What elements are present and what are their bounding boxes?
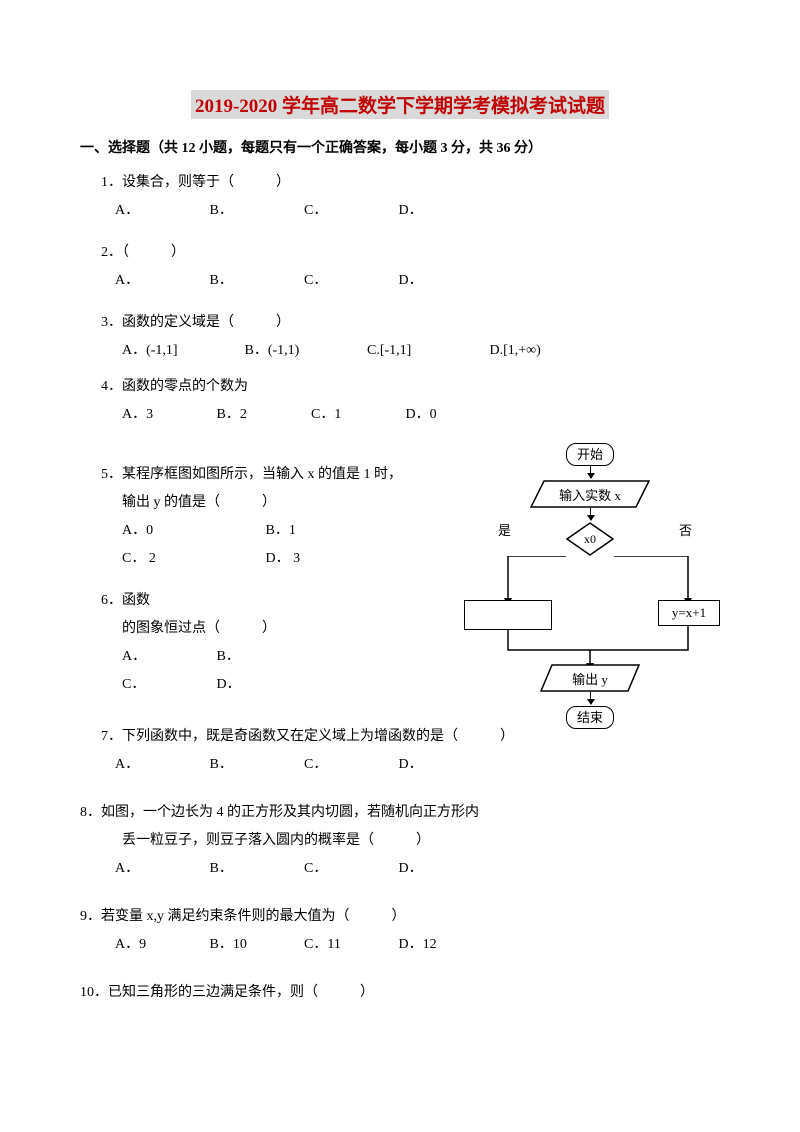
arrow-icon bbox=[590, 466, 591, 478]
q5-opt-a: A．0 bbox=[122, 517, 262, 545]
question-10: 10．已知三角形的三边满足条件，则（ ） bbox=[80, 979, 720, 1007]
q1-opt-c: C． bbox=[304, 197, 395, 225]
q3-opt-c: C.[-1,1] bbox=[367, 337, 486, 365]
q6-opt-a: A． bbox=[122, 643, 213, 671]
q1-text: 1．设集合，则等于（ ） bbox=[101, 169, 720, 197]
question-4: 4．函数的零点的个数为 A．3 B．2 C．1 D．0 bbox=[80, 373, 720, 429]
q8-opt-b: B． bbox=[210, 855, 301, 883]
q9-opt-b: B．10 bbox=[210, 931, 301, 959]
q2-opt-b: B． bbox=[210, 267, 301, 295]
q5-opt-c: C． 2 bbox=[122, 545, 262, 573]
q5-opt-d: D． 3 bbox=[266, 545, 406, 573]
fc-left-process bbox=[464, 600, 552, 630]
q9-opt-a: A．9 bbox=[115, 931, 206, 959]
question-9: 9．若变量 x,y 满足约束条件则的最大值为（ ） A．9 B．10 C．11 … bbox=[80, 903, 720, 959]
fc-branches: y=x+1 bbox=[460, 556, 720, 666]
q6-opt-d: D． bbox=[217, 671, 308, 699]
q2-opt-a: A． bbox=[115, 267, 206, 295]
q8-line1: 8．如图，一个边长为 4 的正方形及其内切圆，若随机向正方形内 bbox=[80, 799, 720, 827]
fc-output: 输出 y bbox=[540, 664, 640, 692]
fc-input-text: 输入实数 x bbox=[530, 480, 650, 508]
q4-text: 4．函数的零点的个数为 bbox=[101, 373, 720, 401]
q9-text: 9．若变量 x,y 满足约束条件则的最大值为（ ） bbox=[80, 903, 720, 931]
q2-opt-c: C． bbox=[304, 267, 395, 295]
fc-no-label: 否 bbox=[679, 520, 692, 539]
q5-line2: 输出 y 的值是（ ） bbox=[122, 489, 442, 517]
q4-opt-d: D．0 bbox=[406, 401, 497, 429]
q6-text: 6．函数 bbox=[101, 587, 442, 615]
q7-opt-b: B． bbox=[210, 751, 301, 779]
q4-opt-a: A．3 bbox=[122, 401, 213, 429]
q2-opt-d: D． bbox=[399, 267, 490, 295]
q6-opt-c: C． bbox=[122, 671, 213, 699]
q1-opt-d: D． bbox=[399, 197, 490, 225]
arrow-icon bbox=[590, 508, 591, 520]
question-8: 8．如图，一个边长为 4 的正方形及其内切圆，若随机向正方形内 丢一粒豆子，则豆… bbox=[80, 799, 720, 883]
fc-end: 结束 bbox=[566, 706, 614, 729]
fc-condition-text: x0 bbox=[566, 522, 614, 556]
fc-input: 输入实数 x bbox=[530, 480, 650, 508]
q3-opt-a: A．(-1,1] bbox=[122, 337, 241, 365]
page-title: 2019-2020 学年高二数学下学期学考模拟考试试题 bbox=[191, 90, 609, 119]
question-6: 6．函数 的图象恒过点（ ） A． B． C． D． bbox=[80, 587, 442, 699]
q2-text: 2．（ ） bbox=[101, 239, 720, 267]
question-3: 3．函数的定义域是（ ） A．(-1,1] B．(-1,1) C.[-1,1] … bbox=[80, 309, 720, 365]
q3-opt-b: B．(-1,1) bbox=[245, 337, 364, 365]
q3-opt-d: D.[1,+∞) bbox=[490, 337, 609, 365]
q10-text: 10．已知三角形的三边满足条件，则（ ） bbox=[80, 979, 720, 1007]
arrow-icon bbox=[590, 692, 591, 704]
fc-yes-label: 是 bbox=[498, 520, 511, 539]
q8-opt-a: A． bbox=[115, 855, 206, 883]
question-2: 2．（ ） A． B． C． D． bbox=[80, 239, 720, 295]
q1-opt-b: B． bbox=[210, 197, 301, 225]
q4-opt-c: C．1 bbox=[311, 401, 402, 429]
q3-text: 3．函数的定义域是（ ） bbox=[101, 309, 720, 337]
flowchart: 开始 输入实数 x 是 否 x0 bbox=[460, 443, 720, 729]
q5-line1: 5．某程序框图如图所示，当输入 x 的值是 1 时， bbox=[101, 461, 442, 489]
q4-opt-b: B．2 bbox=[217, 401, 308, 429]
question-5: 5．某程序框图如图所示，当输入 x 的值是 1 时， 输出 y 的值是（ ） A… bbox=[80, 461, 442, 573]
fc-start: 开始 bbox=[566, 443, 614, 466]
fc-condition: x0 bbox=[566, 522, 614, 556]
question-7: 7．下列函数中，既是奇函数又在定义域上为增函数的是（ ） A． B． C． D． bbox=[80, 723, 720, 779]
q6-opt-b: B． bbox=[217, 643, 308, 671]
q7-opt-c: C． bbox=[304, 751, 395, 779]
question-1: 1．设集合，则等于（ ） A． B． C． D． bbox=[80, 169, 720, 225]
q9-opt-c: C．11 bbox=[304, 931, 395, 959]
fc-output-text: 输出 y bbox=[540, 664, 640, 692]
q1-opt-a: A． bbox=[115, 197, 206, 225]
section-1-heading: 一、选择题（共 12 小题，每题只有一个正确答案，每小题 3 分，共 36 分） bbox=[80, 137, 720, 157]
q7-opt-a: A． bbox=[115, 751, 206, 779]
q8-opt-c: C． bbox=[304, 855, 395, 883]
q6-line2: 的图象恒过点（ ） bbox=[122, 615, 442, 643]
q5-opt-b: B．1 bbox=[266, 517, 406, 545]
q9-opt-d: D．12 bbox=[399, 931, 490, 959]
q8-line2: 丢一粒豆子，则豆子落入圆内的概率是（ ） bbox=[122, 827, 720, 855]
fc-right-process: y=x+1 bbox=[658, 600, 720, 626]
q7-opt-d: D． bbox=[399, 751, 490, 779]
q8-opt-d: D． bbox=[399, 855, 490, 883]
